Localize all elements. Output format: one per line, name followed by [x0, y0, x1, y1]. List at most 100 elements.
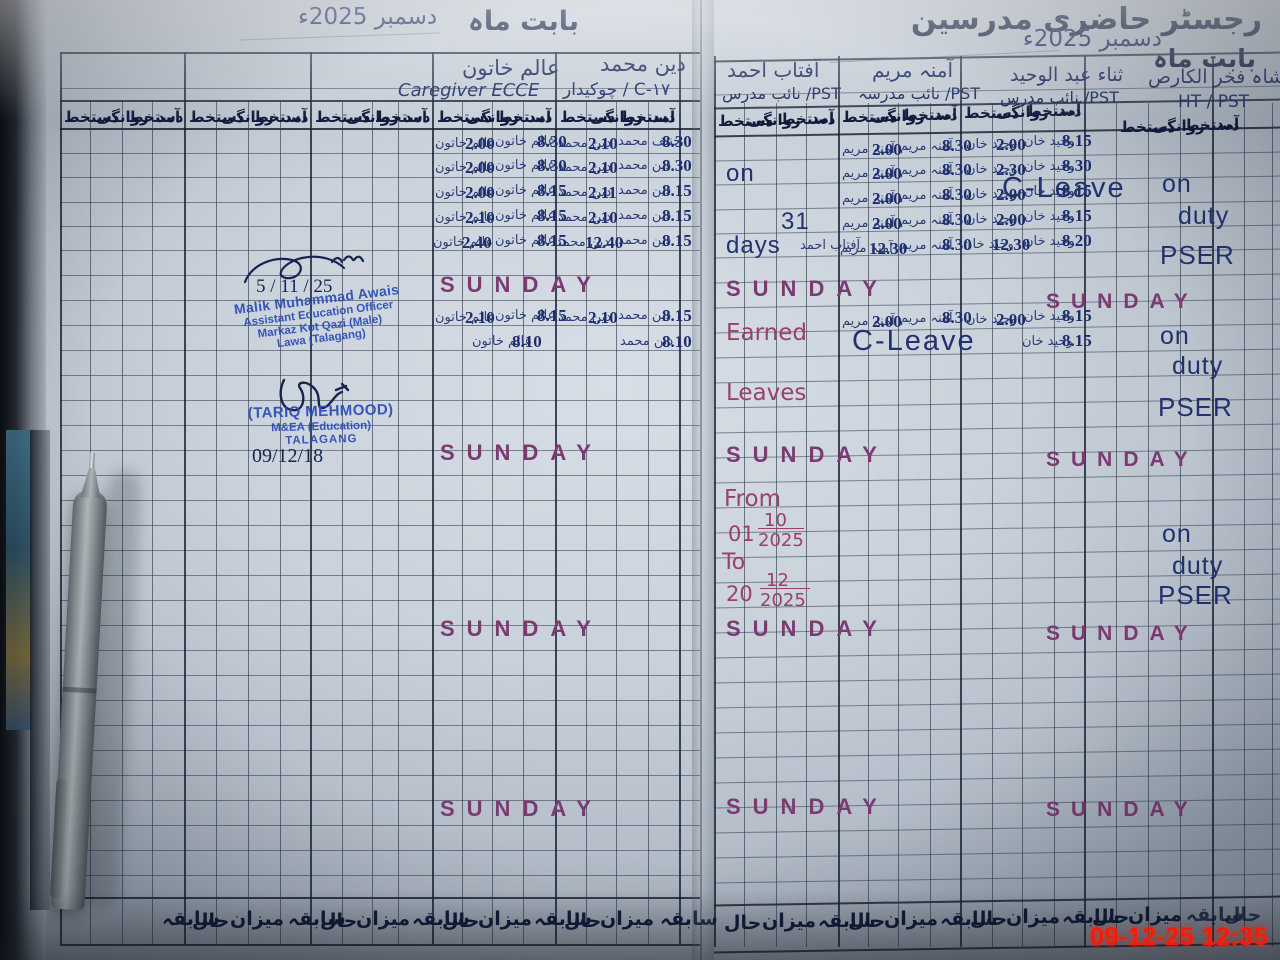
sunday-label: SUNDAY [440, 616, 603, 641]
note-from-day: 01 [728, 522, 755, 546]
cell-arrival: 8.10 [662, 332, 692, 351]
footer-total: میزان [1006, 906, 1061, 928]
cell-signature: عالم خاتون [435, 136, 496, 151]
sunday-label: SUNDAY [440, 796, 603, 821]
cell-signature: دین محمد [558, 160, 612, 175]
note-to-label: To [722, 550, 746, 575]
cell-arrival: 8.15 [1062, 306, 1092, 325]
note-to-day: 20 [726, 582, 753, 606]
note-c-leave-2: C-Leave [852, 325, 976, 357]
cell-signature: وحید خان [1024, 234, 1075, 249]
cell-signature: آمنہ مریم [900, 139, 953, 154]
staff-designation-din-muhammad: چوکیدار / C-۱۷ [563, 80, 671, 100]
cell-arrival: 8.30 [942, 160, 972, 179]
cell-departure: 2.10 [588, 208, 618, 227]
cell-signature: آمنہ مریم [842, 216, 895, 231]
sunday-label: SUNDAY [1046, 290, 1199, 313]
subheader-arrival: آمد [1216, 115, 1240, 133]
footer-previous: سابقہ [288, 908, 346, 930]
footer-total: میزان [600, 908, 655, 930]
footer-current: حال [1224, 904, 1262, 926]
subheader-arrival: آمد [934, 105, 958, 123]
cell-departure: 2.00 [872, 214, 902, 233]
cell-arrival: 8.15 [1062, 206, 1092, 225]
footer-current: حال [564, 910, 602, 932]
cell-arrival: 8.30 [942, 136, 972, 155]
footer-current: حال [1092, 906, 1130, 928]
cell-signature: عالم خاتون [433, 235, 494, 250]
cell-arrival: 8.30 [537, 132, 567, 151]
footer-total: میزان [230, 908, 285, 930]
footer-previous: سابقہ [162, 908, 220, 930]
cell-signature: دین محمد [620, 334, 674, 349]
staff-designation-amina-maryam: PST/ نائب مدرسہ [858, 84, 981, 103]
note-from-month: 10 [764, 510, 787, 531]
staff-name-amina-maryam: آمنہ مریم [872, 58, 954, 82]
subheader-arrival: آمد [1058, 101, 1082, 119]
cell-departure: 2.30 [996, 160, 1026, 179]
cell-signature: عالم خاتون [435, 310, 496, 325]
subheader-arrival: آمد [284, 108, 308, 126]
staff-designation-alam-khatoon: Caregiver ECCE [398, 80, 540, 101]
footer-total: میزان [356, 908, 411, 930]
cell-signature: دین محمد [558, 210, 612, 225]
cell-signature: عالم خاتون [495, 233, 556, 248]
cell-departure: 2.00 [996, 310, 1026, 329]
book-left-edge-lower [30, 430, 50, 910]
cell-signature: وحید خان [1024, 134, 1075, 149]
cell-departure: 2.10 [588, 308, 618, 327]
cell-arrival: 8.30 [537, 156, 567, 175]
sunday-label: SUNDAY [726, 794, 889, 819]
staff-name-din-muhammad: دین محمد [600, 52, 686, 76]
month-value-right: دسمبر 2025ء [1022, 26, 1162, 52]
cell-arrival: 8.30 [942, 308, 972, 327]
note-aftab-days-word: days [726, 232, 781, 259]
cell-arrival: 8.15 [1062, 131, 1092, 150]
signature-date-mea: 09/12/18 [252, 445, 324, 467]
note-c-leave-1: C-Leave [1002, 172, 1126, 204]
cell-arrival: 8.30 [1062, 156, 1092, 175]
cell-arrival: 8.15 [537, 206, 567, 225]
note-on-duty-1-line3: PSER [1160, 240, 1235, 270]
note-on-duty-3-line1: on [1162, 520, 1192, 548]
footer-total: میزان [884, 908, 939, 930]
note-on-duty-3-line3: PSER [1158, 580, 1233, 610]
cell-departure: 12.30 [992, 235, 1031, 254]
cell-departure: 2.10 [588, 158, 618, 177]
note-on-duty-2-line1: on [1160, 322, 1190, 350]
stamp-mea: (TARIQ MEHMOOD) M&EA (Education) TALAGAN… [235, 401, 406, 449]
footer-current: حال [320, 910, 358, 932]
month-value-left: دسمبر 2025ء [298, 4, 438, 30]
subheader-arrival: آمد [404, 108, 428, 126]
footer-current: حال [192, 910, 230, 932]
cell-arrival: 8.15 [662, 231, 692, 250]
cell-signature: آمنہ مریم [842, 314, 895, 329]
cell-departure: 2.00 [465, 158, 495, 177]
cell-arrival: 8.15 [1062, 181, 1092, 200]
cell-signature: آمنہ مریم [840, 241, 893, 256]
footer-current: حال [724, 912, 762, 934]
cell-arrival: 8.30 [942, 210, 972, 229]
cell-signature: عالم خاتون [495, 308, 556, 323]
footer-previous: سابقہ [1186, 904, 1244, 926]
cell-signature: دین محمد [618, 183, 672, 198]
staff-designation-aftab-ahmad: PST/ نائب مدرس [722, 84, 841, 103]
footer-previous: سابقہ [660, 908, 718, 930]
footer-total: میزان [478, 908, 533, 930]
cell-signature: عالم خاتون [472, 334, 533, 349]
note-from-year: 2025 [758, 530, 804, 551]
cell-signature: عالم خاتون [495, 158, 556, 173]
cell-signature: حنیف محمد [618, 134, 682, 149]
cell-arrival: 8.30 [662, 132, 692, 151]
cell-arrival: 8.30 [942, 185, 972, 204]
book-gutter-line [700, 0, 702, 960]
note-on-duty-3-line2: duty [1172, 552, 1224, 580]
cell-arrival: 8.30 [662, 156, 692, 175]
footer-total: میزان [762, 910, 817, 932]
book-gutter [692, 0, 714, 960]
pen-tip [88, 451, 95, 469]
cell-departure: 2.00 [996, 210, 1026, 229]
sunday-label: SUNDAY [440, 440, 603, 465]
cell-arrival: 8.15 [662, 206, 692, 225]
